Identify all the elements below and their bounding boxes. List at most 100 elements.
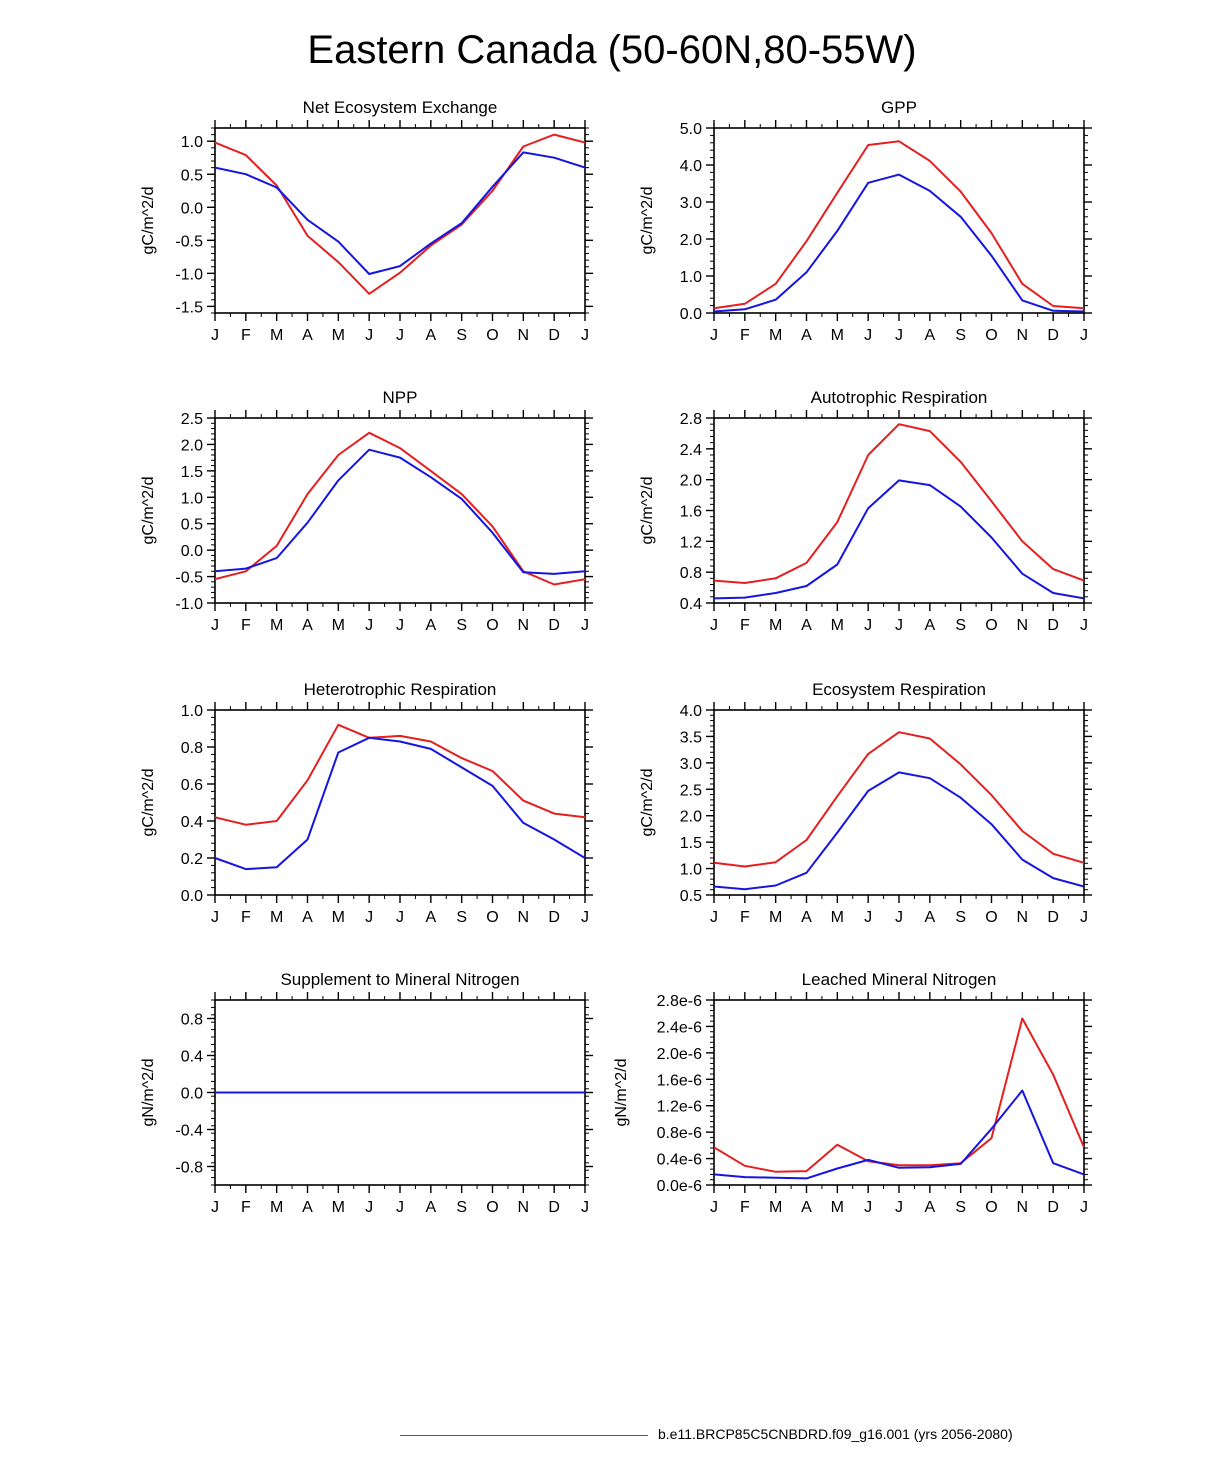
x-tick-label: D: [548, 327, 560, 344]
x-tick-label: M: [332, 617, 345, 634]
x-tick-label: S: [955, 909, 966, 926]
x-tick-label: J: [710, 327, 718, 344]
figure-title: Eastern Canada (50-60N,80-55W): [307, 28, 917, 72]
x-tick-label: J: [864, 1199, 872, 1216]
x-tick-label: A: [801, 327, 812, 344]
y-tick-label: 2.0: [680, 232, 702, 249]
x-tick-label: J: [895, 1199, 903, 1216]
panel-title: Autotrophic Respiration: [811, 388, 988, 407]
y-tick-label: 3.5: [680, 729, 702, 746]
plot-frame: [214, 127, 586, 314]
legend-label: b.e11.BRCP85C5CNBDRD.f09_g16.001 (yrs 20…: [658, 1426, 1013, 1442]
y-axis-label: gC/m^2/d: [140, 769, 157, 837]
y-tick-label: 0.0: [181, 200, 203, 217]
y-tick-label: 2.4e-6: [657, 1019, 702, 1036]
x-tick-label: J: [895, 327, 903, 344]
y-tick-label: 2.8: [680, 411, 702, 428]
x-tick-label: O: [985, 327, 997, 344]
y-tick-label: 2.5: [680, 782, 702, 799]
y-tick-label: 1.0: [680, 269, 702, 286]
y-tick-label: -1.0: [175, 266, 203, 283]
x-tick-label: J: [895, 909, 903, 926]
x-tick-label: A: [425, 1199, 436, 1216]
x-tick-label: M: [332, 909, 345, 926]
y-tick-label: 2.0: [181, 437, 203, 454]
x-tick-label: D: [1047, 617, 1059, 634]
legend-line-swatch: [400, 1435, 648, 1436]
x-tick-label: A: [302, 327, 313, 344]
x-tick-label: A: [924, 1199, 935, 1216]
x-tick-label: A: [924, 327, 935, 344]
x-tick-label: D: [1047, 1199, 1059, 1216]
x-tick-label: M: [332, 1199, 345, 1216]
x-tick-label: N: [518, 1199, 530, 1216]
series-line-control: [714, 771, 1084, 891]
x-tick-label: N: [1017, 1199, 1029, 1216]
y-tick-label: 1.6: [680, 504, 702, 521]
x-tick-label: F: [740, 1199, 750, 1216]
x-tick-label: D: [1047, 909, 1059, 926]
x-tick-label: A: [425, 327, 436, 344]
y-tick-label: -0.5: [175, 233, 203, 250]
y-tick-label: 2.4: [680, 442, 702, 459]
x-tick-label: J: [864, 909, 872, 926]
y-tick-label: 0.4: [181, 814, 203, 831]
y-tick-label: -0.4: [175, 1123, 203, 1140]
panel-title: Net Ecosystem Exchange: [303, 98, 498, 117]
x-tick-label: J: [211, 909, 219, 926]
y-tick-label: 0.8e-6: [657, 1125, 702, 1142]
x-tick-label: D: [548, 1199, 560, 1216]
chart-panel-6: J F M A M J J A S O N D J 0.5 1.0 1.5 2.0 2.5 3.0 3.5 4.0 gC/…: [639, 680, 1092, 926]
y-tick-label: 0.2: [181, 851, 203, 868]
x-tick-label: D: [548, 909, 560, 926]
x-tick-label: J: [365, 327, 373, 344]
x-tick-label: J: [365, 909, 373, 926]
y-tick-label: 0.6: [181, 777, 203, 794]
x-tick-label: O: [486, 617, 498, 634]
x-tick-label: A: [425, 617, 436, 634]
x-tick-label: J: [1080, 617, 1088, 634]
x-tick-label: S: [456, 1199, 467, 1216]
panel-title: Leached Mineral Nitrogen: [802, 970, 997, 989]
y-tick-label: 0.4: [181, 1049, 203, 1066]
x-tick-label: J: [581, 617, 589, 634]
y-tick-label: 1.5: [680, 835, 702, 852]
y-tick-label: -1.0: [175, 596, 203, 613]
x-tick-label: J: [211, 327, 219, 344]
x-tick-label: A: [924, 617, 935, 634]
panel-title: Heterotrophic Respiration: [304, 680, 497, 699]
x-tick-label: M: [769, 617, 782, 634]
x-tick-label: A: [801, 617, 812, 634]
x-tick-label: S: [456, 617, 467, 634]
plot-frame: [713, 709, 1085, 896]
y-axis-label: gC/m^2/d: [639, 187, 656, 255]
x-tick-label: F: [740, 909, 750, 926]
chart-panel-4: J F M A M J J A S O N D J 0.4 0.8 1.2 1.6 2.0 2.4 2.8 gC/m^2…: [639, 388, 1092, 634]
series-line-case: [215, 431, 585, 586]
x-tick-label: O: [486, 327, 498, 344]
x-tick-label: J: [1080, 909, 1088, 926]
series-line-control: [215, 448, 585, 575]
y-tick-label: 1.0: [181, 134, 203, 151]
plot-frame: [713, 127, 1085, 314]
x-tick-label: J: [211, 1199, 219, 1216]
x-tick-label: S: [955, 1199, 966, 1216]
plot-frame: [214, 417, 586, 604]
y-tick-label: 0.5: [181, 167, 203, 184]
y-tick-label: 0.0: [181, 543, 203, 560]
y-tick-label: 1.0: [181, 703, 203, 720]
x-tick-label: N: [1017, 327, 1029, 344]
series-line-control: [215, 736, 585, 871]
y-tick-label: 1.0: [680, 862, 702, 879]
x-tick-label: S: [955, 617, 966, 634]
chart-panel-7: J F M A M J J A S O N D J -0.8 -0.4 0.0 0.4 0.8 gN/m^2/d Su…: [140, 970, 593, 1216]
x-tick-label: M: [270, 909, 283, 926]
x-tick-label: J: [710, 617, 718, 634]
y-tick-label: 0.8: [181, 740, 203, 757]
chart-panel-2: J F M A M J J A S O N D J 0.0 1.0 2.0 3.0 4.0 5.0 gC/m^2/d G…: [639, 98, 1092, 344]
x-tick-label: A: [302, 1199, 313, 1216]
x-tick-label: J: [710, 1199, 718, 1216]
series-line-control: [714, 1089, 1084, 1180]
y-tick-label: -0.8: [175, 1160, 203, 1177]
